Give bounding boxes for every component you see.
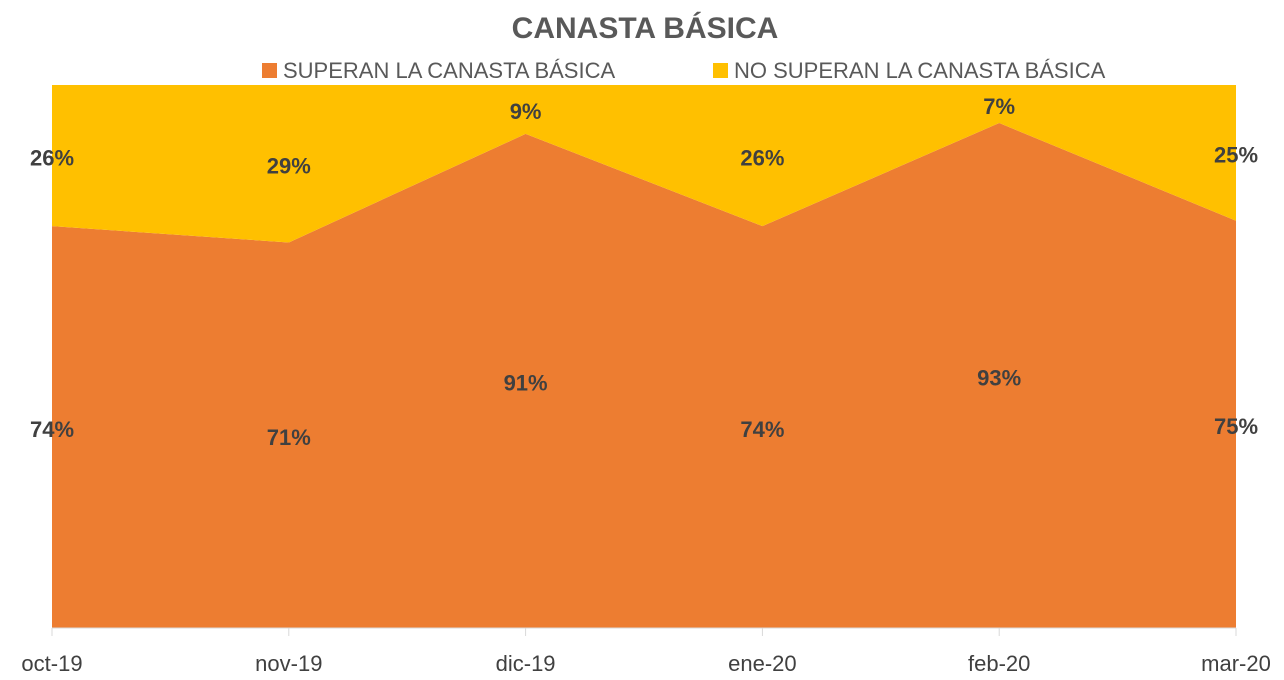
data-label: 93% — [977, 365, 1021, 390]
legend-swatch — [713, 63, 728, 78]
data-label: 74% — [30, 417, 74, 442]
data-label: 7% — [983, 94, 1015, 119]
data-label: 26% — [740, 145, 784, 170]
legend-label: SUPERAN LA CANASTA BÁSICA — [283, 58, 615, 83]
data-label: 25% — [1214, 143, 1258, 168]
data-label: 74% — [740, 417, 784, 442]
data-label: 29% — [267, 154, 311, 179]
x-tick-label: oct-19 — [21, 651, 82, 676]
x-tick-label: ene-20 — [728, 651, 797, 676]
data-label: 75% — [1214, 414, 1258, 439]
data-label: 71% — [267, 425, 311, 450]
area — [52, 85, 1236, 243]
chart-title: CANASTA BÁSICA — [512, 11, 779, 45]
legend-swatch — [262, 63, 277, 78]
x-tick-label: dic-19 — [496, 651, 556, 676]
area — [52, 123, 1236, 628]
x-tick-label: feb-20 — [968, 651, 1030, 676]
data-label: 26% — [30, 145, 74, 170]
x-tick-label: mar-20 — [1201, 651, 1271, 676]
legend-label: NO SUPERAN LA CANASTA BÁSICA — [734, 58, 1106, 83]
data-label: 91% — [504, 371, 548, 396]
x-tick-label: nov-19 — [255, 651, 322, 676]
data-label: 9% — [510, 99, 542, 124]
